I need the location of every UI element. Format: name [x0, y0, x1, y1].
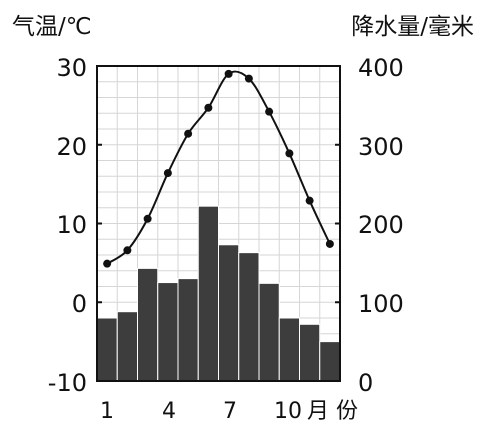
- x-axis-unit: 月 份: [307, 399, 358, 424]
- x-tick-label: 10: [274, 399, 302, 424]
- temperature-point: [224, 69, 233, 78]
- precipitation-bar: [197, 205, 219, 382]
- precipitation-bar: [218, 244, 240, 382]
- temperature-point: [244, 74, 253, 83]
- temperature-point: [184, 129, 193, 138]
- temperature-point: [163, 169, 172, 178]
- temperature-point: [123, 246, 132, 255]
- left-tick-label: -10: [48, 369, 87, 397]
- left-tick-label: 30: [56, 54, 87, 82]
- precipitation-bar: [299, 323, 321, 382]
- temperature-point: [325, 239, 334, 248]
- right-axis-title: 降水量/毫米: [351, 14, 474, 40]
- right-tick-label: 0: [358, 369, 373, 397]
- temperature-point: [285, 149, 294, 158]
- right-tick-label: 100: [358, 290, 404, 318]
- temperature-point: [204, 103, 213, 112]
- precipitation-bar: [96, 317, 118, 382]
- right-axis-ticks: 400 300 200 100 0: [358, 54, 404, 397]
- temperature-point: [305, 196, 314, 205]
- right-tick-label: 300: [358, 133, 404, 161]
- left-axis-title: 气温/℃: [12, 14, 92, 40]
- left-tick-label: 10: [56, 211, 87, 239]
- left-tick-label: 20: [56, 133, 87, 161]
- plot-frame: [96, 65, 341, 382]
- precipitation-bar: [116, 311, 138, 382]
- x-tick-label: 4: [162, 399, 176, 424]
- temperature-point: [265, 107, 274, 116]
- precipitation-bar: [319, 341, 341, 382]
- temperature-line: [103, 69, 334, 268]
- precipitation-bars: [96, 205, 341, 382]
- temperature-point: [103, 259, 112, 268]
- precipitation-bar: [238, 252, 260, 382]
- x-tick-label: 7: [223, 399, 237, 424]
- precipitation-bar: [177, 278, 199, 382]
- precipitation-bar: [137, 267, 159, 382]
- precipitation-bar: [157, 282, 179, 382]
- temperature-point: [143, 214, 152, 223]
- precipitation-bar: [278, 317, 300, 382]
- precipitation-bar: [258, 282, 280, 382]
- right-tick-label: 400: [358, 54, 404, 82]
- right-tick-label: 200: [358, 211, 404, 239]
- left-axis-ticks: 30 20 10 0 -10: [48, 54, 87, 397]
- x-axis-ticks: 1 4 7 10 月 份: [100, 399, 358, 424]
- x-tick-label: 1: [100, 399, 114, 424]
- left-tick-label: 0: [72, 290, 87, 318]
